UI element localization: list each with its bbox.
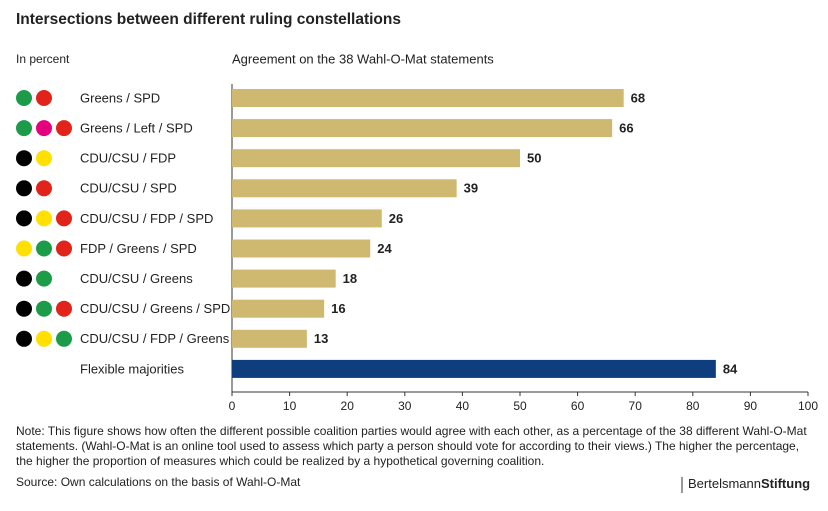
value-label: 39: [464, 181, 478, 196]
logo-part: Stiftung: [761, 476, 810, 491]
party-dot: [56, 210, 72, 227]
x-tick-label: 40: [456, 399, 470, 413]
party-dot: [16, 300, 32, 317]
party-dot: [56, 300, 72, 317]
category-label: CDU/CSU / FDP: [80, 151, 176, 166]
value-label: 66: [619, 121, 633, 136]
bar: [232, 359, 716, 378]
value-label: 18: [343, 271, 357, 286]
party-dot: [36, 270, 52, 287]
category-label: CDU/CSU / Greens / SPD: [80, 301, 230, 316]
bar: [232, 149, 520, 168]
party-dot: [36, 180, 52, 197]
value-label: 16: [331, 301, 345, 316]
bar: [232, 179, 457, 198]
party-dot: [16, 270, 32, 287]
category-label: CDU/CSU / SPD: [80, 181, 177, 196]
category-label: CDU/CSU / FDP / Greens: [80, 331, 230, 346]
party-dot: [16, 210, 32, 227]
bar: [232, 239, 371, 258]
party-dot: [36, 240, 52, 257]
value-label: 13: [314, 331, 328, 346]
x-tick-label: 70: [629, 399, 643, 413]
note-line: Note: This figure shows how often the di…: [16, 424, 807, 438]
party-dot: [56, 120, 72, 137]
party-dot: [16, 240, 32, 257]
party-dot: [36, 120, 52, 137]
category-label: Greens / Left / SPD: [80, 121, 193, 136]
bar: [232, 269, 336, 288]
party-dot: [36, 210, 52, 227]
x-tick-label: 30: [398, 399, 412, 413]
value-label: 68: [631, 90, 645, 105]
bar: [232, 119, 613, 138]
x-tick-label: 90: [744, 399, 758, 413]
party-dot: [16, 90, 32, 106]
party-dot: [16, 150, 32, 167]
x-tick-label: 0: [229, 399, 236, 413]
value-label: 84: [723, 361, 738, 376]
party-dot: [56, 240, 72, 257]
chart-title: Intersections between different ruling c…: [16, 11, 401, 28]
party-dot: [56, 330, 72, 347]
category-label: FDP / Greens / SPD: [80, 241, 197, 256]
logo-part: Bertelsmann: [688, 476, 761, 491]
category-label: Greens / SPD: [80, 90, 160, 105]
note-line: statements. (Wahl-O-Mat is an online too…: [16, 439, 799, 453]
bar: [232, 209, 382, 228]
value-label: 24: [377, 241, 392, 256]
x-tick-label: 80: [686, 399, 700, 413]
party-dot: [36, 90, 52, 106]
party-dot: [36, 150, 52, 167]
bar: [232, 329, 307, 348]
category-label: Flexible majorities: [80, 361, 185, 376]
x-tick-label: 100: [798, 399, 818, 413]
category-label: CDU/CSU / FDP / SPD: [80, 211, 213, 226]
source: Source: Own calculations on the basis of…: [16, 475, 301, 489]
category-label: CDU/CSU / Greens: [80, 271, 193, 286]
x-tick-label: 10: [283, 399, 297, 413]
x-tick-label: 20: [341, 399, 355, 413]
value-label: 50: [527, 151, 541, 166]
subtitle: Agreement on the 38 Wahl-O-Mat statement…: [232, 51, 494, 66]
party-dot: [16, 180, 32, 197]
x-tick-label: 60: [571, 399, 585, 413]
bar: [232, 89, 624, 107]
party-dot: [36, 330, 52, 347]
logo: BertelsmannStiftung: [688, 476, 810, 491]
party-dot: [36, 300, 52, 317]
x-tick-label: 50: [513, 399, 527, 413]
unit-label: In percent: [16, 52, 70, 66]
bar: [232, 299, 325, 318]
party-dot: [16, 330, 32, 347]
value-label: 26: [389, 211, 403, 226]
party-dot: [16, 120, 32, 137]
note-line: the higher the proportion of measures wh…: [16, 454, 544, 468]
